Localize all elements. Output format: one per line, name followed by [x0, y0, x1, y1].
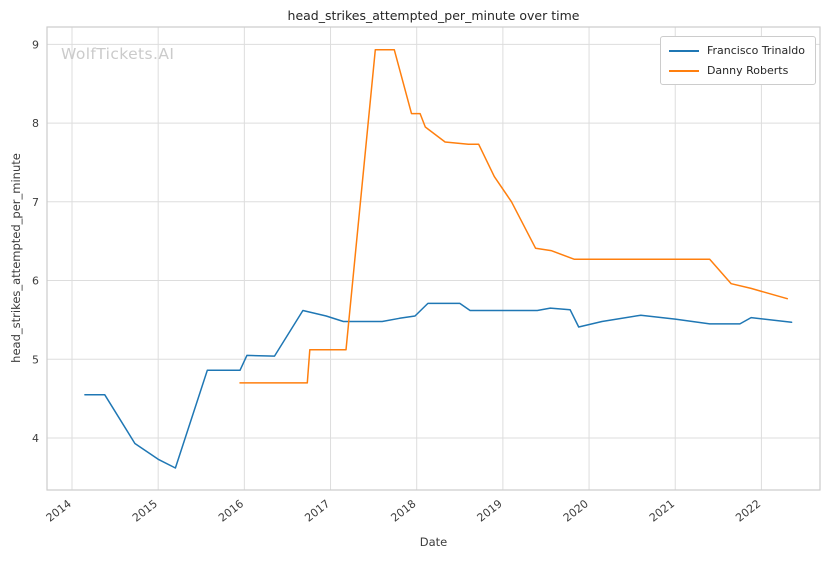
y-tick-label: 9 — [32, 38, 39, 51]
legend: Francisco Trinaldo Danny Roberts — [659, 36, 816, 85]
legend-item-francisco-trinaldo: Francisco Trinaldo — [668, 44, 805, 57]
y-tick-label: 4 — [32, 432, 39, 445]
x-tick-label: 2015 — [130, 497, 160, 524]
x-tick-label: 2014 — [44, 497, 74, 524]
legend-line-swatch-orange — [668, 69, 699, 72]
legend-label: Danny Roberts — [706, 64, 789, 77]
legend-line-swatch-blue — [668, 49, 699, 52]
y-tick-label: 8 — [32, 117, 39, 130]
x-tick-label: 2021 — [647, 497, 677, 524]
y-tick-label: 5 — [32, 353, 39, 366]
legend-label: Francisco Trinaldo — [706, 44, 805, 57]
watermark: WolfTickets.AI — [61, 45, 175, 63]
x-tick-label: 2022 — [733, 497, 763, 524]
y-tick-label: 7 — [32, 196, 39, 209]
chart-title: head_strikes_attempted_per_minute over t… — [287, 8, 580, 23]
x-axis-label: Date — [419, 535, 448, 549]
x-tick-label: 2017 — [302, 497, 332, 524]
x-tick-label: 2016 — [216, 497, 246, 524]
plot-border — [46, 26, 821, 491]
y-axis-label: head_strikes_attempted_per_minute — [9, 153, 23, 363]
y-tick-label: 6 — [32, 275, 39, 288]
legend-item-danny-roberts: Danny Roberts — [668, 64, 805, 77]
x-tick-label: 2020 — [561, 497, 591, 524]
x-tick-label: 2019 — [475, 497, 505, 524]
series-line-francisco-trinaldo — [84, 302, 793, 469]
series-line-danny-roberts — [239, 49, 789, 384]
x-tick-label: 2018 — [388, 497, 418, 524]
